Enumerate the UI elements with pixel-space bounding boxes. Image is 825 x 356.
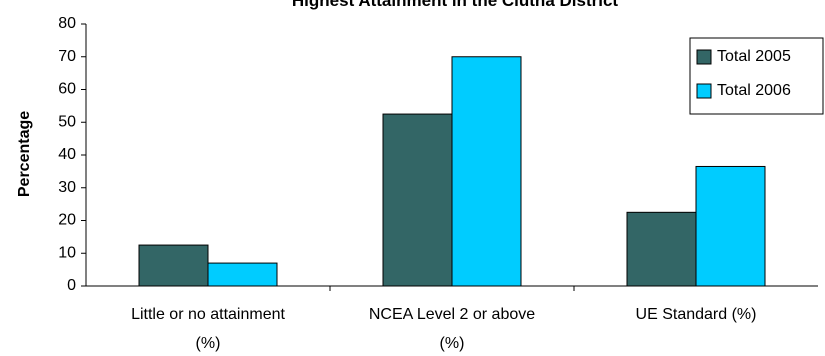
x-axis: Little or no attainment (%) NCEA Level 2 o…	[86, 285, 818, 352]
x-category-label: (%)	[440, 335, 465, 352]
y-tick-label: 60	[58, 81, 76, 98]
bar-total-2006	[451, 56, 522, 287]
bar-total-2005	[382, 113, 453, 287]
y-tick-label: 80	[58, 15, 76, 32]
legend-box	[689, 37, 824, 115]
legend-label: Total 2005	[717, 48, 791, 65]
y-axis-label: Percentage	[16, 111, 33, 197]
legend-label: Total 2006	[717, 82, 791, 99]
x-category-label: NCEA Level 2 or above	[369, 306, 535, 323]
y-tick-label: 30	[58, 179, 76, 196]
bar-total-2005	[626, 211, 697, 287]
bar-total-2006	[207, 262, 278, 287]
legend-swatch	[696, 83, 712, 99]
y-tick-label: 70	[58, 48, 76, 65]
bar-total-2006	[695, 165, 766, 287]
bar-total-2005	[138, 244, 209, 287]
x-category-label: (%)	[196, 335, 221, 352]
legend-swatch	[696, 49, 712, 65]
y-tick-label: 50	[58, 113, 76, 130]
y-axis: 0 10 20 30 40 50 60 70 80	[58, 15, 87, 294]
y-tick-label: 20	[58, 212, 76, 229]
x-category-label: UE Standard (%)	[636, 306, 757, 323]
y-tick-label: 10	[58, 244, 76, 261]
bars	[138, 56, 766, 287]
chart-title: Highest Attainment in the Clutha Distric…	[292, 0, 619, 10]
x-category-label: Little or no attainment	[131, 306, 285, 323]
y-tick-label: 40	[58, 146, 76, 163]
legend: Total 2005 Total 2006	[689, 37, 824, 115]
y-tick-label: 0	[67, 277, 76, 294]
